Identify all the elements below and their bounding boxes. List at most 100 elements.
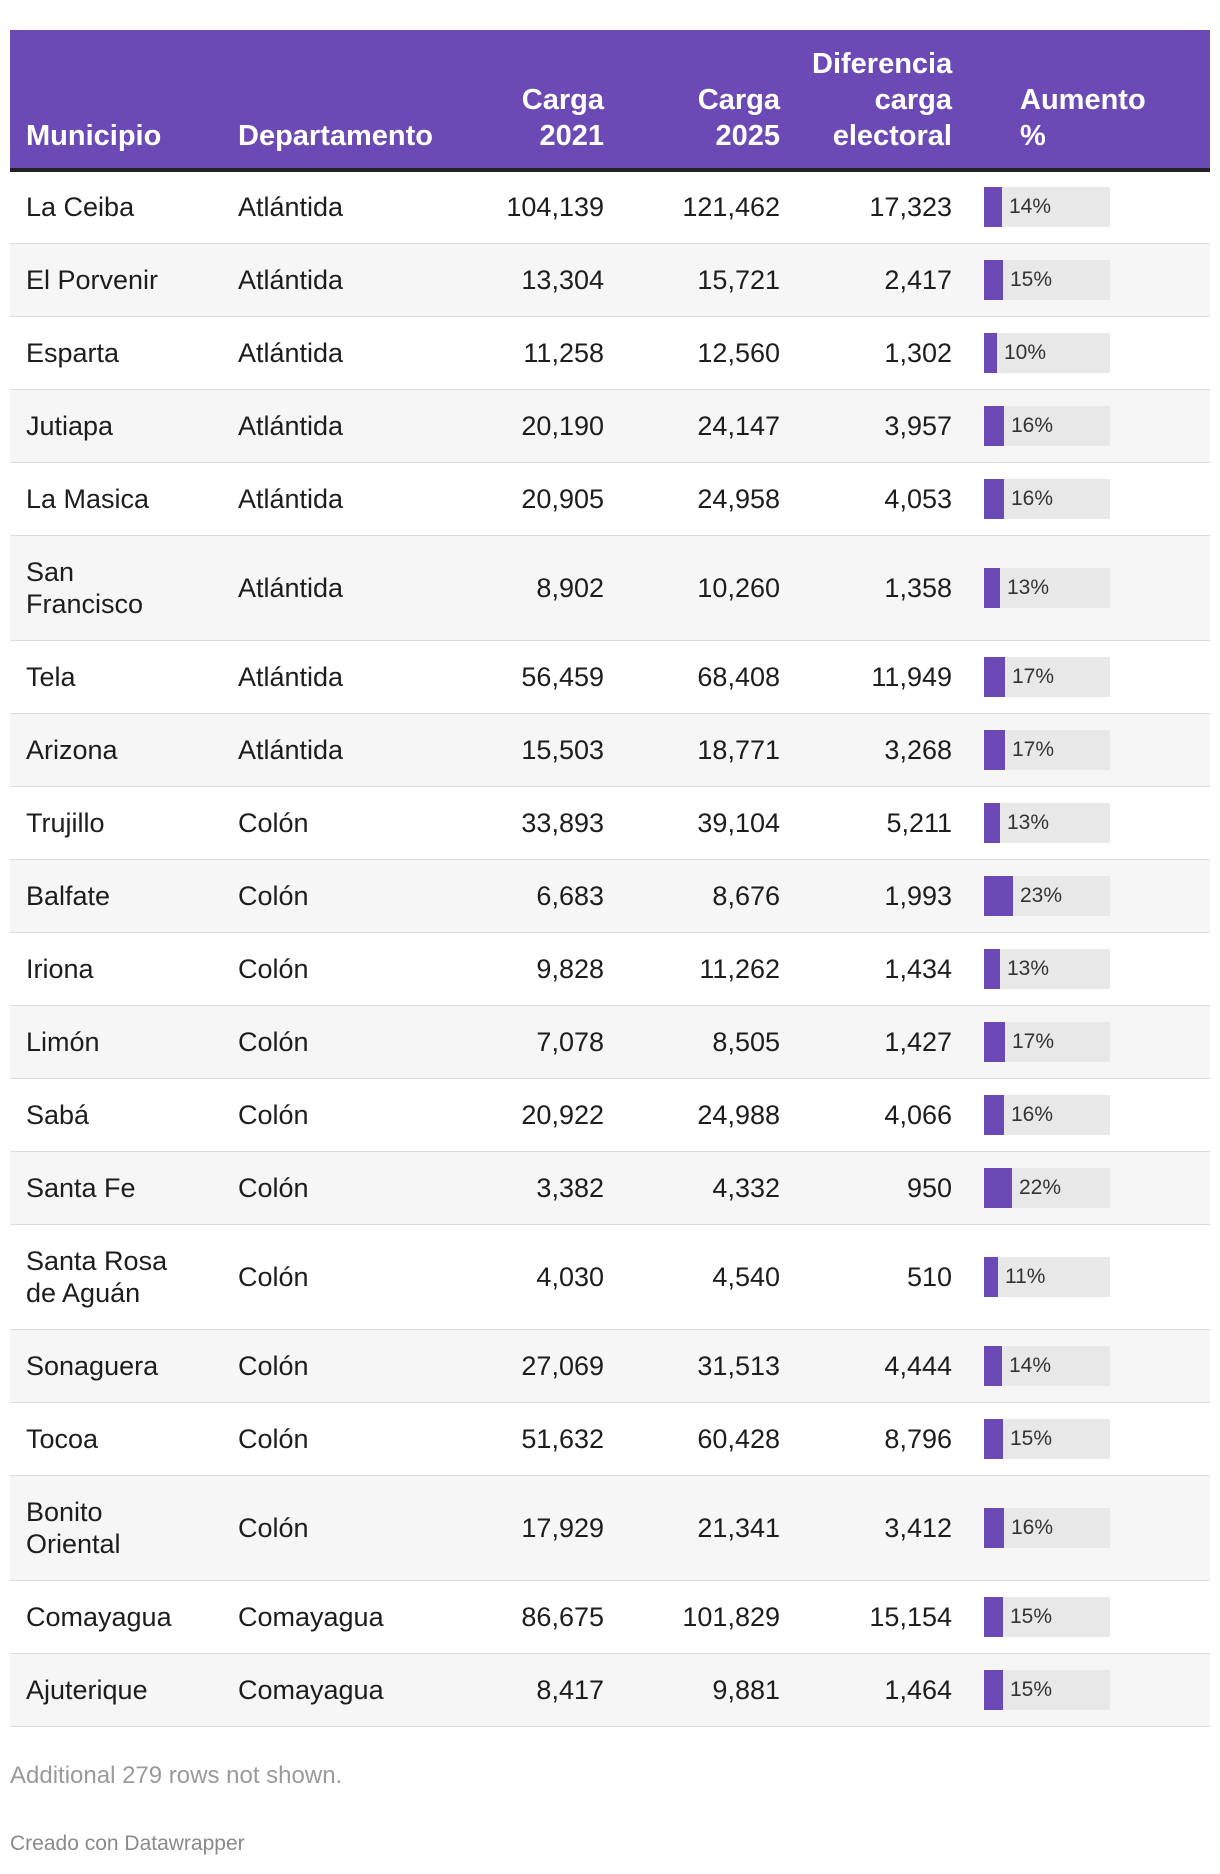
aumento-bar-track: 13% — [984, 567, 1110, 608]
cell-carga-2025: 8,676 — [620, 859, 796, 933]
aumento-bar — [984, 1669, 1003, 1710]
table-row: Bonito Oriental Colón 17,929 21,341 3,412 16% — [10, 1475, 1210, 1581]
aumento-label: 13% — [1007, 810, 1050, 834]
aumento-bar — [984, 729, 1005, 770]
cell-carga-2025: 4,540 — [620, 1224, 796, 1330]
header-departamento[interactable]: Departamento — [222, 30, 446, 172]
aumento-bar-track: 23% — [984, 875, 1110, 916]
aumento-bar — [984, 875, 1013, 916]
aumento-bar — [984, 1167, 1012, 1208]
cell-aumento: 17% — [968, 1005, 1210, 1079]
header-municipio[interactable]: Municipio — [10, 30, 222, 172]
cell-carga-2025: 24,147 — [620, 389, 796, 463]
cell-carga-2025: 39,104 — [620, 786, 796, 860]
table-row: Jutiapa Atlántida 20,190 24,147 3,957 16% — [10, 389, 1210, 463]
cell-aumento: 23% — [968, 859, 1210, 933]
cell-carga-2021: 20,190 — [446, 389, 620, 463]
cell-aumento: 14% — [968, 1329, 1210, 1403]
electoral-table: Municipio Departamento Carga 2021 Carga 20… — [10, 30, 1210, 1727]
cell-carga-2021: 27,069 — [446, 1329, 620, 1403]
aumento-label: 11% — [1005, 1264, 1046, 1288]
aumento-bar-track: 16% — [984, 478, 1110, 519]
cell-diferencia: 1,993 — [796, 859, 968, 933]
cell-carga-2021: 33,893 — [446, 786, 620, 860]
cell-municipio: La Masica — [10, 462, 222, 536]
cell-carga-2021: 7,078 — [446, 1005, 620, 1079]
table-row: Esparta Atlántida 11,258 12,560 1,302 10% — [10, 316, 1210, 390]
cell-carga-2025: 10,260 — [620, 535, 796, 641]
aumento-bar — [984, 478, 1004, 519]
aumento-bar — [984, 1021, 1005, 1062]
cell-municipio: La Ceiba — [10, 170, 222, 244]
cell-municipio: Jutiapa — [10, 389, 222, 463]
table-row: Iriona Colón 9,828 11,262 1,434 13% — [10, 932, 1210, 1006]
datawrapper-credit[interactable]: Creado con Datawrapper — [10, 1832, 245, 1855]
aumento-bar-track: 15% — [984, 259, 1110, 300]
cell-carga-2025: 31,513 — [620, 1329, 796, 1403]
cell-aumento: 11% — [968, 1224, 1210, 1330]
cell-carga-2021: 86,675 — [446, 1580, 620, 1654]
aumento-label: 10% — [1004, 340, 1047, 364]
header-carga-2025[interactable]: Carga 2025 — [620, 30, 796, 172]
aumento-bar — [984, 1596, 1003, 1637]
aumento-bar-track: 14% — [984, 187, 1110, 228]
cell-diferencia: 2,417 — [796, 243, 968, 317]
cell-carga-2021: 8,417 — [446, 1653, 620, 1727]
cell-carga-2021: 15,503 — [446, 713, 620, 787]
table-row: San Francisco Atlántida 8,902 10,260 1,358 13% — [10, 535, 1210, 641]
cell-diferencia: 1,358 — [796, 535, 968, 641]
cell-carga-2021: 6,683 — [446, 859, 620, 933]
cell-diferencia: 4,066 — [796, 1078, 968, 1152]
cell-departamento: Atlántida — [222, 316, 446, 390]
cell-diferencia: 15,154 — [796, 1580, 968, 1654]
aumento-label: 16% — [1011, 413, 1054, 437]
table-row: Tela Atlántida 56,459 68,408 11,949 17% — [10, 640, 1210, 714]
aumento-label: 17% — [1012, 664, 1055, 688]
cell-departamento: Colón — [222, 1224, 446, 1330]
cell-aumento: 15% — [968, 1653, 1210, 1727]
aumento-bar — [984, 1418, 1003, 1459]
table-row: Limón Colón 7,078 8,505 1,427 17% — [10, 1005, 1210, 1079]
cell-departamento: Atlántida — [222, 389, 446, 463]
cell-diferencia: 1,302 — [796, 316, 968, 390]
cell-aumento: 13% — [968, 535, 1210, 641]
cell-municipio: San Francisco — [10, 535, 222, 641]
cell-municipio: Ajuterique — [10, 1653, 222, 1727]
cell-departamento: Colón — [222, 1402, 446, 1476]
cell-aumento: 17% — [968, 713, 1210, 787]
aumento-label: 15% — [1010, 267, 1053, 291]
cell-departamento: Colón — [222, 1329, 446, 1403]
cell-carga-2021: 20,905 — [446, 462, 620, 536]
aumento-bar — [984, 567, 1000, 608]
cell-aumento: 13% — [968, 932, 1210, 1006]
table-row: Balfate Colón 6,683 8,676 1,993 23% — [10, 859, 1210, 933]
table-row: Ajuterique Comayagua 8,417 9,881 1,464 15% — [10, 1653, 1210, 1727]
header-aumento[interactable]: Aumento% — [968, 30, 1210, 172]
aumento-label: 23% — [1020, 883, 1063, 907]
aumento-bar — [984, 405, 1004, 446]
cell-diferencia: 3,957 — [796, 389, 968, 463]
cell-departamento: Atlántida — [222, 713, 446, 787]
cell-aumento: 22% — [968, 1151, 1210, 1225]
cell-aumento: 16% — [968, 1475, 1210, 1581]
aumento-bar — [984, 948, 1000, 989]
aumento-bar — [984, 802, 1000, 843]
aumento-label: 13% — [1007, 956, 1050, 980]
cell-diferencia: 510 — [796, 1224, 968, 1330]
cell-municipio: Trujillo — [10, 786, 222, 860]
header-diferencia[interactable]: Diferencia carga electoral — [796, 30, 968, 172]
aumento-bar-track: 16% — [984, 1507, 1110, 1548]
cell-carga-2021: 3,382 — [446, 1151, 620, 1225]
cell-municipio: Sonaguera — [10, 1329, 222, 1403]
aumento-bar — [984, 1345, 1002, 1386]
cell-carga-2025: 12,560 — [620, 316, 796, 390]
cell-carga-2025: 101,829 — [620, 1580, 796, 1654]
cell-diferencia: 1,427 — [796, 1005, 968, 1079]
aumento-bar-track: 13% — [984, 802, 1110, 843]
header-carga-2021[interactable]: Carga 2021 — [446, 30, 620, 172]
cell-carga-2025: 8,505 — [620, 1005, 796, 1079]
aumento-label: 22% — [1019, 1175, 1062, 1199]
cell-diferencia: 950 — [796, 1151, 968, 1225]
cell-carga-2025: 60,428 — [620, 1402, 796, 1476]
table-header: Municipio Departamento Carga 2021 Carga 20… — [10, 30, 1210, 172]
